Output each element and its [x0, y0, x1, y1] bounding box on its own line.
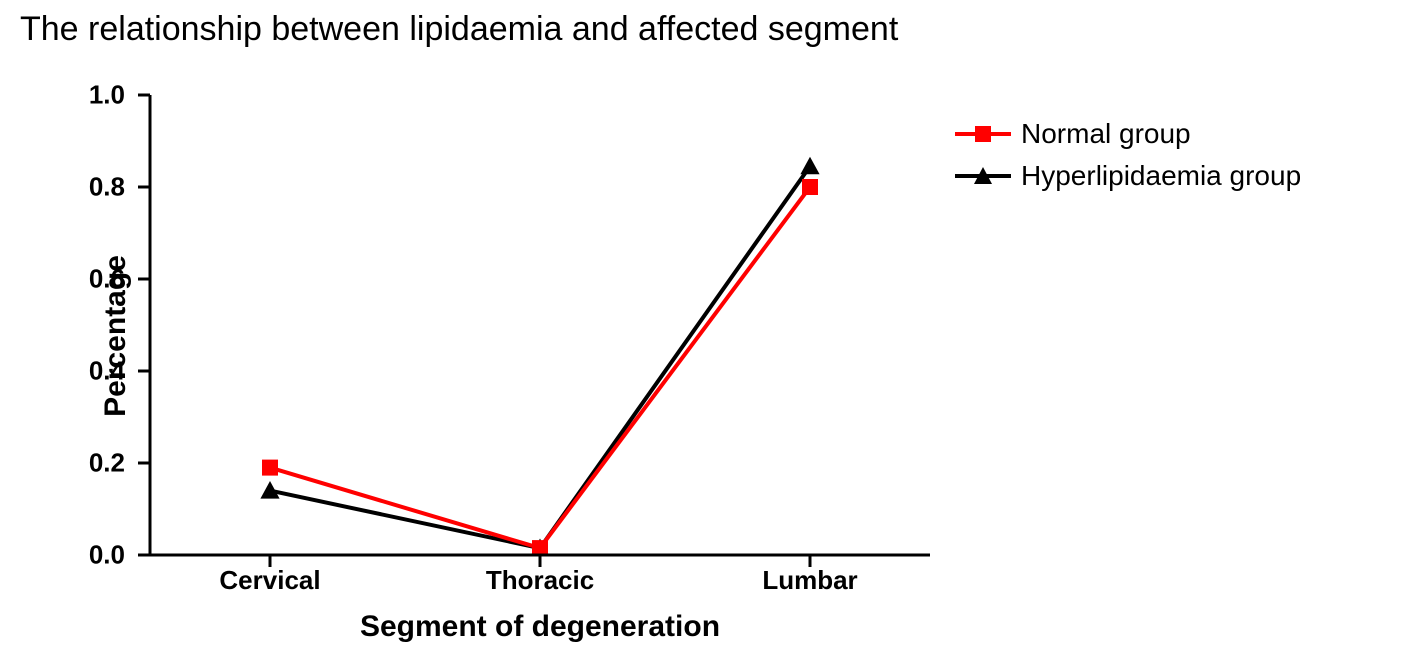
legend-marker-hyper	[955, 166, 1011, 186]
plot-svg	[150, 95, 930, 555]
plot-area: 0.00.20.40.60.81.0 CervicalThoracicLumba…	[150, 95, 930, 555]
y-tick-label: 0.0	[89, 540, 125, 571]
legend-label-hyper: Hyperlipidaemia group	[1021, 160, 1301, 192]
x-tick-label: Lumbar	[762, 565, 857, 596]
series-marker	[800, 157, 819, 175]
x-tick-label: Cervical	[219, 565, 320, 596]
legend-item-normal: Normal group	[955, 118, 1301, 150]
series-marker	[262, 460, 278, 476]
y-tick-label: 0.2	[89, 448, 125, 479]
x-axis-label: Segment of degeneration	[360, 610, 720, 644]
series-line	[270, 187, 810, 548]
y-tick-label: 1.0	[89, 80, 125, 111]
legend: Normal group Hyperlipidaemia group	[955, 118, 1301, 202]
y-tick-label: 0.8	[89, 172, 125, 203]
chart-title: The relationship between lipidaemia and …	[20, 10, 898, 49]
series-marker	[260, 481, 279, 499]
legend-label-normal: Normal group	[1021, 118, 1191, 150]
legend-marker-normal	[955, 124, 1011, 144]
x-tick-label: Thoracic	[486, 565, 594, 596]
legend-item-hyper: Hyperlipidaemia group	[955, 160, 1301, 192]
series-marker	[802, 179, 818, 195]
y-axis-label: Percentage	[99, 255, 133, 417]
chart-container: The relationship between lipidaemia and …	[0, 0, 1418, 672]
